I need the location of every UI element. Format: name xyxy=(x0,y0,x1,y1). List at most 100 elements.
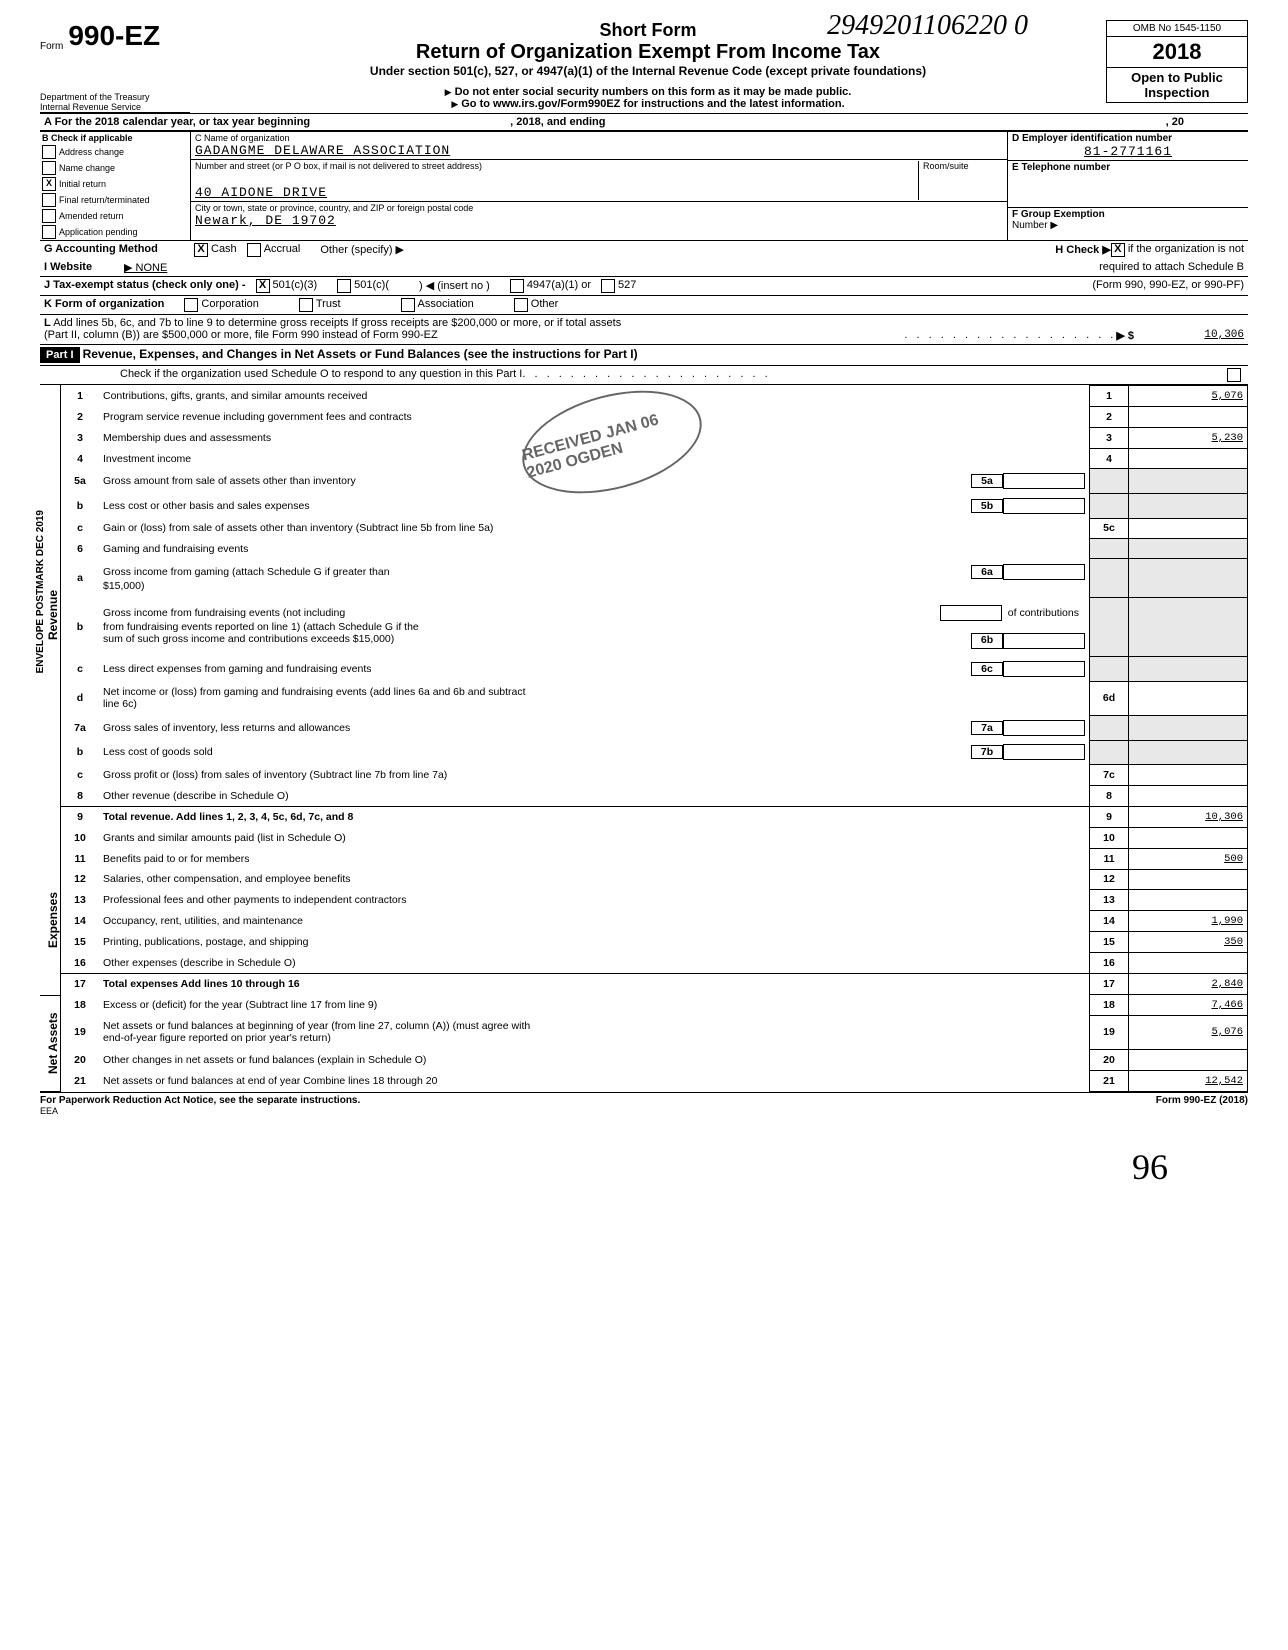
line-number: 18 xyxy=(61,994,99,1015)
line-description: Other changes in net assets or fund bala… xyxy=(99,1049,1090,1070)
table-row: 13Professional fees and other payments t… xyxy=(61,890,1248,911)
table-row: 14Occupancy, rent, utilities, and mainte… xyxy=(61,911,1248,932)
table-row: 10Grants and similar amounts paid (list … xyxy=(61,827,1248,848)
line-description: Gaming and fundraising events xyxy=(99,539,1090,559)
table-row: cLess direct expenses from gaming and fu… xyxy=(61,657,1248,682)
line-description: Net assets or fund balances at end of ye… xyxy=(99,1070,1090,1091)
h-text2: required to attach Schedule B xyxy=(1099,261,1244,274)
line-number: 1 xyxy=(61,386,99,407)
city-label: City or town, state or province, country… xyxy=(195,203,1003,213)
gross-receipts-value: 10,306 xyxy=(1134,329,1244,342)
checkbox-pending[interactable] xyxy=(42,225,56,239)
irs-label: Internal Revenue Service xyxy=(40,102,190,112)
checkbox-schedule-o[interactable] xyxy=(1227,368,1241,382)
period-label: A For the 2018 calendar year, or tax yea… xyxy=(44,116,310,128)
table-row: 1Contributions, gifts, grants, and simil… xyxy=(61,386,1248,407)
amt-label: 4 xyxy=(1090,448,1129,469)
amt-value xyxy=(1129,952,1248,973)
line-number: b xyxy=(61,493,99,518)
amt-value xyxy=(1129,518,1248,539)
amt-label: 14 xyxy=(1090,911,1129,932)
checkbox-amended[interactable] xyxy=(42,209,56,223)
checkbox-final-return[interactable] xyxy=(42,193,56,207)
checkbox-accrual[interactable] xyxy=(247,243,261,257)
row-k: K Form of organization Corporation Trust… xyxy=(40,295,1248,314)
line-number: 13 xyxy=(61,890,99,911)
phone-label: E Telephone number xyxy=(1012,162,1244,173)
g-other: Other (specify) ▶ xyxy=(320,243,404,257)
line-description: Gross income from fundraising events (no… xyxy=(99,598,1090,657)
amt-label-shaded xyxy=(1090,559,1129,598)
checkbox-501c[interactable] xyxy=(337,279,351,293)
table-row: bGross income from fundraising events (n… xyxy=(61,598,1248,657)
part1-title: Revenue, Expenses, and Changes in Net As… xyxy=(83,347,638,361)
line-description: Other expenses (describe in Schedule O) xyxy=(99,952,1090,973)
ein-value: 81-2771161 xyxy=(1012,144,1244,159)
row-g-h: G Accounting Method XCash Accrual Other … xyxy=(40,240,1248,259)
row-l: L Add lines 5b, 6c, and 7b to line 9 to … xyxy=(40,314,1248,344)
amt-label: 9 xyxy=(1090,806,1129,827)
checkbox-527[interactable] xyxy=(601,279,615,293)
line-number: 7a xyxy=(61,716,99,741)
amt-label: 18 xyxy=(1090,994,1129,1015)
vlabel-netassets: Net Assets xyxy=(40,996,60,1092)
line-number: c xyxy=(61,765,99,786)
org-name-label: C Name of organization xyxy=(195,133,1003,143)
line-description: Benefits paid to or for members xyxy=(99,848,1090,869)
line-description: Membership dues and assessments xyxy=(99,427,1090,448)
line-number: b xyxy=(61,598,99,657)
org-city: Newark, DE 19702 xyxy=(195,213,1003,228)
section-def: D Employer identification number 81-2771… xyxy=(1008,132,1248,240)
checkbox-address-change[interactable] xyxy=(42,145,56,159)
line-number: 16 xyxy=(61,952,99,973)
group-exempt-number: Number ▶ xyxy=(1012,220,1244,231)
checkbox-501c3[interactable]: X xyxy=(256,279,270,293)
amt-value xyxy=(1129,448,1248,469)
table-row: 17Total expenses Add lines 10 through 16… xyxy=(61,973,1248,994)
inspection: Inspection xyxy=(1111,85,1243,100)
line-number: 2 xyxy=(61,406,99,427)
checkbox-initial-return[interactable]: X xyxy=(42,177,56,191)
line-number: a xyxy=(61,559,99,598)
tax-year: 2018 xyxy=(1107,37,1247,68)
amt-value xyxy=(1129,786,1248,807)
line-description: Grants and similar amounts paid (list in… xyxy=(99,827,1090,848)
amt-val-shaded xyxy=(1129,716,1248,741)
amt-value xyxy=(1129,406,1248,427)
amt-val-shaded xyxy=(1129,539,1248,559)
form-word: Form xyxy=(40,41,63,52)
checkbox-cash[interactable]: X xyxy=(194,243,208,257)
l-text2: (Part II, column (B)) are $500,000 or mo… xyxy=(44,329,438,342)
amt-value: 500 xyxy=(1129,848,1248,869)
j-label: J Tax-exempt status (check only one) - xyxy=(44,279,246,293)
line-number: c xyxy=(61,518,99,539)
line-description: Net income or (loss) from gaming and fun… xyxy=(99,681,1090,715)
checkbox-other-org[interactable] xyxy=(514,298,528,312)
footer: For Paperwork Reduction Act Notice, see … xyxy=(40,1092,1248,1106)
checkbox-name-change[interactable] xyxy=(42,161,56,175)
amt-label: 12 xyxy=(1090,869,1129,890)
amt-label-shaded xyxy=(1090,539,1129,559)
checkbox-trust[interactable] xyxy=(299,298,313,312)
footer-right: Form 990-EZ (2018) xyxy=(1156,1095,1248,1106)
line-number: 11 xyxy=(61,848,99,869)
table-row: 7aGross sales of inventory, less returns… xyxy=(61,716,1248,741)
line-number: 5a xyxy=(61,469,99,494)
amt-label: 1 xyxy=(1090,386,1129,407)
line-number: 19 xyxy=(61,1015,99,1049)
amt-value: 2,840 xyxy=(1129,973,1248,994)
amt-label: 7c xyxy=(1090,765,1129,786)
line-number: 17 xyxy=(61,973,99,994)
line-number: 8 xyxy=(61,786,99,807)
ein-label: D Employer identification number xyxy=(1012,133,1244,144)
table-row: 3Membership dues and assessments35,230 xyxy=(61,427,1248,448)
amt-label: 6d xyxy=(1090,681,1129,715)
checkbox-h[interactable]: X xyxy=(1111,243,1125,257)
checkbox-4947[interactable] xyxy=(510,279,524,293)
checkbox-corp[interactable] xyxy=(184,298,198,312)
checkbox-assoc[interactable] xyxy=(401,298,415,312)
amt-label-shaded xyxy=(1090,716,1129,741)
table-row: 18Excess or (deficit) for the year (Subt… xyxy=(61,994,1248,1015)
title-return: Return of Organization Exempt From Incom… xyxy=(190,41,1106,64)
table-row: cGross profit or (loss) from sales of in… xyxy=(61,765,1248,786)
